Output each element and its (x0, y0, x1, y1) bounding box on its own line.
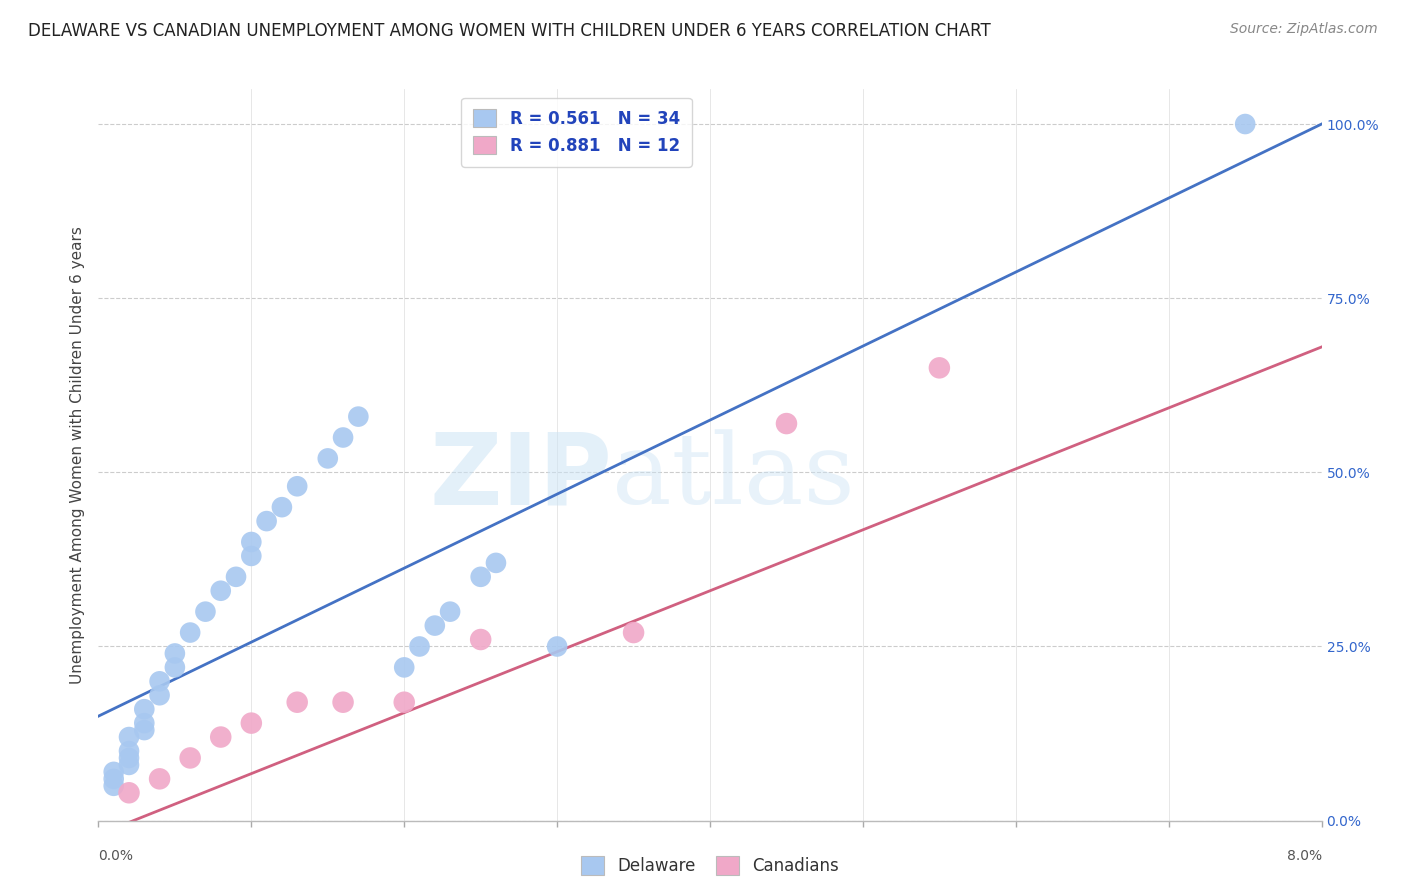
Point (149, 688, 172, 702)
Point (134, 723, 156, 737)
Point (1234, 117, 1257, 131)
Point (332, 430, 354, 444)
Point (392, 695, 416, 709)
Point (240, 535, 263, 549)
Point (149, 674, 172, 689)
Point (149, 772, 172, 786)
Point (470, 570, 492, 584)
Point (118, 744, 141, 758)
Point (423, 618, 446, 632)
Point (118, 751, 141, 765)
Point (118, 758, 141, 772)
Point (392, 660, 416, 674)
Point (240, 716, 263, 731)
Point (285, 695, 308, 709)
Text: 8.0%: 8.0% (1286, 848, 1322, 863)
Point (134, 716, 156, 731)
Point (408, 640, 430, 654)
Point (439, 605, 461, 619)
Point (470, 632, 492, 647)
Point (179, 751, 201, 765)
Y-axis label: Unemployment Among Women with Children Under 6 years: Unemployment Among Women with Children U… (69, 226, 84, 684)
Text: Source: ZipAtlas.com: Source: ZipAtlas.com (1230, 22, 1378, 37)
Legend: Delaware, Canadians: Delaware, Canadians (574, 850, 846, 882)
Point (270, 500, 294, 515)
Point (623, 625, 645, 640)
Text: DELAWARE VS CANADIAN UNEMPLOYMENT AMONG WOMEN WITH CHILDREN UNDER 6 YEARS CORREL: DELAWARE VS CANADIAN UNEMPLOYMENT AMONG … (28, 22, 991, 40)
Text: 0.0%: 0.0% (98, 848, 134, 863)
Point (103, 764, 125, 779)
Point (209, 730, 232, 744)
Point (256, 514, 278, 528)
Point (209, 583, 232, 598)
Point (316, 451, 339, 466)
Point (179, 625, 201, 640)
Point (103, 772, 125, 786)
Text: ZIP: ZIP (429, 428, 612, 525)
Point (485, 556, 508, 570)
Point (118, 730, 141, 744)
Point (775, 417, 797, 431)
Point (163, 660, 186, 674)
Point (285, 479, 308, 493)
Point (332, 695, 354, 709)
Point (240, 549, 263, 563)
Point (103, 779, 125, 793)
Point (225, 570, 247, 584)
Point (546, 640, 568, 654)
Point (928, 360, 950, 375)
Point (118, 786, 141, 800)
Point (194, 605, 217, 619)
Point (134, 702, 156, 716)
Point (163, 647, 186, 661)
Text: atlas: atlas (612, 429, 855, 524)
Point (347, 409, 370, 424)
